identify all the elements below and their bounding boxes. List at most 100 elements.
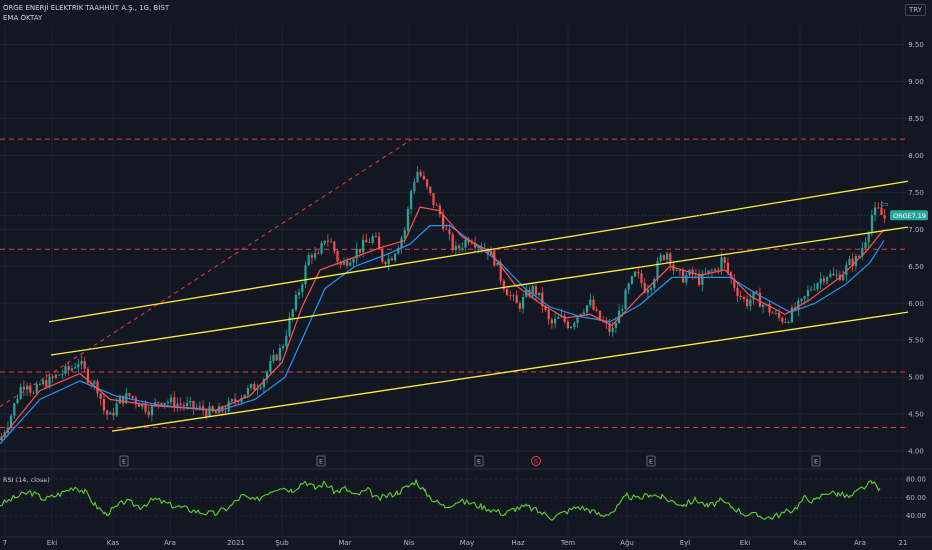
time-tick-label: Haz [511,539,525,547]
candle-body [787,322,790,323]
candle-body [192,401,195,409]
candle-body [80,361,83,365]
candle-body [813,289,816,291]
candle-body [304,265,307,285]
earnings-marker [119,455,129,467]
candle-body [518,303,521,309]
candle-body [800,298,803,301]
candle-body [166,402,169,403]
candle-body [806,290,809,297]
candle-body [714,269,717,271]
candle-body [179,403,182,405]
candle-body [534,286,537,295]
candle-body [595,309,598,311]
candle-body [771,312,774,314]
candle-body [406,208,409,231]
candle-body [736,287,739,296]
candle-body [112,412,115,416]
candle-body [557,317,560,319]
candle-body [445,228,448,230]
earnings-marker-label: E [319,458,323,466]
candle-body [592,299,595,310]
candle-body [499,262,502,281]
candle-body [227,401,230,412]
candle-body [336,250,339,262]
candle-body [438,205,441,215]
rsi-label: RSI (14, close) [3,476,50,484]
candle-body [48,376,51,388]
candle-body [682,270,685,283]
candle-body [634,271,637,277]
candle-body [752,291,755,300]
candle-body [666,253,669,260]
candle-body [22,386,25,390]
candle-body [138,403,141,407]
candle-body [54,374,57,378]
candle-body [323,240,326,244]
time-tick-label: 7 [3,539,7,547]
candle-body [422,175,425,180]
candle-body [74,367,77,369]
channel-line [50,226,909,356]
candle-body [262,379,265,388]
candle-body [582,312,585,314]
candle-body [691,269,694,275]
candle-body [848,258,851,265]
currency-button[interactable]: TRY [905,4,926,16]
candle-body [266,371,269,380]
candle-body [650,287,653,290]
price-tick-label: 6.50 [908,263,924,271]
candle-body [774,312,777,314]
candle-body [67,366,70,371]
price-tick-label: 7.00 [908,226,924,234]
time-tick-label: Tem [560,539,575,547]
candle-body [662,255,665,260]
candle-body [390,258,393,261]
candle-body [387,258,390,265]
candle-body [861,247,864,257]
arrow-icon: ⇦ [880,199,888,210]
candle-body [579,313,582,317]
earnings-marker [811,455,821,467]
candle-body [858,256,861,257]
candle-body [458,245,461,249]
candle-body [275,354,278,361]
time-tick-label: 21 [899,539,908,547]
candle-body [547,309,550,320]
price-tick-label: 6.00 [908,300,924,308]
candle-body [646,289,649,293]
time-tick-label: Eyl [680,539,691,547]
price-tick-label: 4.50 [908,411,924,419]
price-tick-label: 4.00 [908,448,924,456]
time-tick-label: May [460,539,474,547]
candle-body [509,295,512,297]
candle-body [733,278,736,288]
candle-body [851,258,854,267]
candle-body [234,399,237,402]
candle-body [842,275,845,281]
candle-body [717,269,720,271]
price-tick-label: 7.50 [908,189,924,197]
split-marker [531,456,541,466]
candle-body [230,399,233,402]
price-tag-ticker: ORGE [893,212,912,220]
candle-body [342,260,345,265]
ema-fast-line [0,206,885,441]
candle-body [454,245,457,250]
candle-body [70,368,73,371]
candle-body [333,241,336,251]
candle-body [653,279,656,288]
time-tick-label: Kas [794,539,807,547]
candle-body [96,381,99,394]
candle-body [352,258,355,263]
candle-body [803,296,806,299]
candle-body [435,205,438,206]
candle-body [864,242,867,248]
candle-body [128,393,131,396]
candle-body [678,270,681,271]
candle-body [835,274,838,276]
candle-body [294,294,297,310]
candle-body [144,403,147,412]
channel-line [48,180,909,323]
